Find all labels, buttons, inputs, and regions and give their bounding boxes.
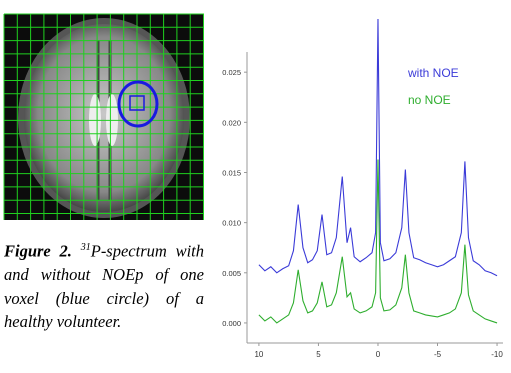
y-tick-label: 0.015 (222, 168, 241, 177)
y-tick-label: 0.020 (222, 118, 241, 127)
caption-label: Figure 2. (4, 242, 72, 261)
x-tick-label: 0 (376, 350, 381, 359)
series-line (259, 19, 497, 276)
mri-image (4, 14, 204, 220)
page: 0.000 0.005 0.010 0.015 0.020 0.025 10 5 0 -5 -10 w… (0, 0, 511, 373)
caption-superscript: 31 (81, 242, 91, 253)
y-tick-label: 0.010 (222, 219, 241, 228)
y-tick-label: 0.005 (222, 269, 241, 278)
y-tick-label: 0.025 (222, 68, 241, 77)
x-tick-label: -5 (434, 350, 442, 359)
x-tick-label: -10 (491, 350, 503, 359)
x-tick-label: 5 (316, 350, 321, 359)
legend-label: with NOE (407, 66, 459, 80)
figure-caption: Figure 2. 31P-spectrum with and without … (4, 236, 204, 334)
y-tick-label: 0.000 (222, 319, 241, 328)
x-tick-label: 10 (254, 350, 263, 359)
spectrum-chart: 0.000 0.005 0.010 0.015 0.020 0.025 10 5 0 -5 -10 w… (222, 19, 503, 359)
legend-label: no NOE (408, 93, 451, 107)
